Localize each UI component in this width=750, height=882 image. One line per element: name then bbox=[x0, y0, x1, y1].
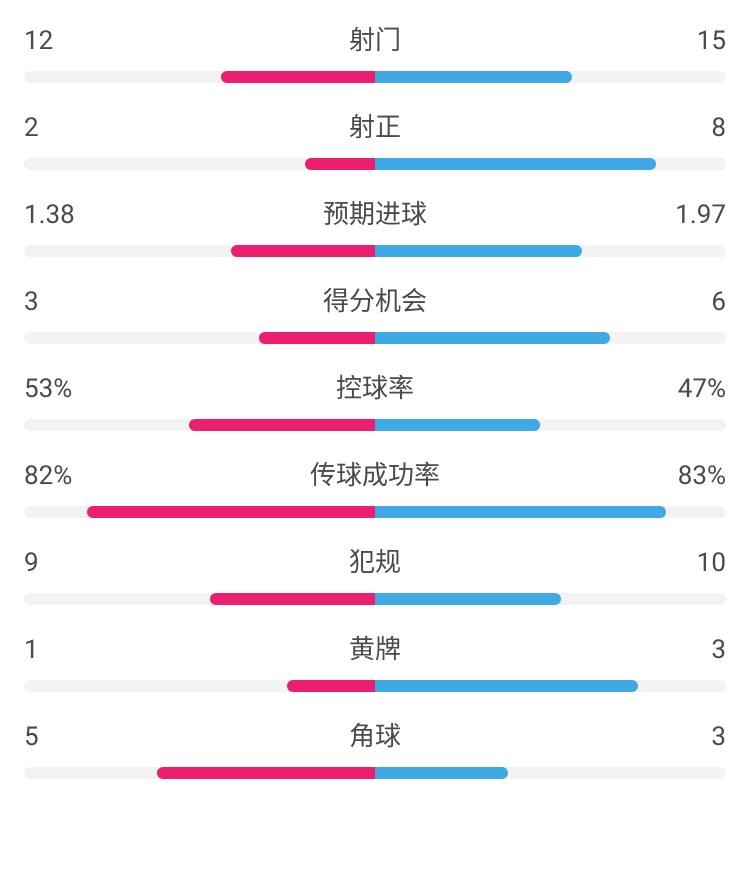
stat-right-value: 6 bbox=[646, 287, 726, 317]
stat-label: 黄牌 bbox=[104, 629, 646, 666]
stat-bar-right-fill bbox=[375, 593, 561, 605]
stat-row: 5角球3 bbox=[24, 716, 726, 779]
stat-left-value: 53% bbox=[24, 374, 104, 404]
stat-labels: 3得分机会6 bbox=[24, 281, 726, 318]
stat-bar bbox=[24, 506, 726, 518]
stat-bar-left-fill bbox=[259, 332, 375, 344]
stat-bar-left-fill bbox=[305, 158, 375, 170]
stat-labels: 82%传球成功率83% bbox=[24, 455, 726, 492]
stat-label: 控球率 bbox=[104, 368, 646, 405]
stat-right-value: 3 bbox=[646, 722, 726, 752]
stat-bar-left-fill bbox=[287, 680, 375, 692]
stat-bar bbox=[24, 245, 726, 257]
stat-bar-right-fill bbox=[375, 680, 638, 692]
stat-bar-left-fill bbox=[221, 71, 375, 83]
stat-label: 得分机会 bbox=[104, 281, 646, 318]
stat-bar bbox=[24, 158, 726, 170]
stat-right-value: 15 bbox=[646, 26, 726, 56]
stat-labels: 1.38预期进球1.97 bbox=[24, 194, 726, 231]
stat-row: 9犯规10 bbox=[24, 542, 726, 605]
match-stats-list: 12射门152射正81.38预期进球1.973得分机会653%控球率47%82%… bbox=[24, 20, 726, 779]
stat-row: 12射门15 bbox=[24, 20, 726, 83]
stat-bar-right-fill bbox=[375, 158, 656, 170]
stat-row: 82%传球成功率83% bbox=[24, 455, 726, 518]
stat-right-value: 1.97 bbox=[646, 200, 726, 230]
stat-bar-right-fill bbox=[375, 71, 572, 83]
stat-labels: 53%控球率47% bbox=[24, 368, 726, 405]
stat-bar-right-fill bbox=[375, 245, 582, 257]
stat-bar bbox=[24, 680, 726, 692]
stat-label: 传球成功率 bbox=[104, 455, 646, 492]
stat-bar bbox=[24, 593, 726, 605]
stat-left-value: 5 bbox=[24, 722, 104, 752]
stat-bar bbox=[24, 419, 726, 431]
stat-right-value: 47% bbox=[646, 374, 726, 404]
stat-labels: 9犯规10 bbox=[24, 542, 726, 579]
stat-right-value: 83% bbox=[646, 461, 726, 491]
stat-label: 角球 bbox=[104, 716, 646, 753]
stat-labels: 5角球3 bbox=[24, 716, 726, 753]
stat-labels: 12射门15 bbox=[24, 20, 726, 57]
stat-bar bbox=[24, 71, 726, 83]
stat-bar-right-fill bbox=[375, 419, 540, 431]
stat-right-value: 8 bbox=[646, 113, 726, 143]
stat-left-value: 82% bbox=[24, 461, 104, 491]
stat-labels: 2射正8 bbox=[24, 107, 726, 144]
stat-left-value: 1.38 bbox=[24, 200, 104, 230]
stat-left-value: 2 bbox=[24, 113, 104, 143]
stat-bar-right-fill bbox=[375, 506, 666, 518]
stat-bar-left-fill bbox=[157, 767, 375, 779]
stat-bar-left-fill bbox=[87, 506, 375, 518]
stat-label: 犯规 bbox=[104, 542, 646, 579]
stat-row: 1.38预期进球1.97 bbox=[24, 194, 726, 257]
stat-bar-left-fill bbox=[210, 593, 375, 605]
stat-row: 1黄牌3 bbox=[24, 629, 726, 692]
stat-label: 射正 bbox=[104, 107, 646, 144]
stat-left-value: 3 bbox=[24, 287, 104, 317]
stat-left-value: 12 bbox=[24, 26, 104, 56]
stat-bar bbox=[24, 767, 726, 779]
stat-label: 射门 bbox=[104, 20, 646, 57]
stat-bar-right-fill bbox=[375, 767, 508, 779]
stat-right-value: 10 bbox=[646, 548, 726, 578]
stat-bar-left-fill bbox=[189, 419, 375, 431]
stat-bar bbox=[24, 332, 726, 344]
stat-labels: 1黄牌3 bbox=[24, 629, 726, 666]
stat-right-value: 3 bbox=[646, 635, 726, 665]
stat-row: 53%控球率47% bbox=[24, 368, 726, 431]
stat-label: 预期进球 bbox=[104, 194, 646, 231]
stat-row: 3得分机会6 bbox=[24, 281, 726, 344]
stat-left-value: 9 bbox=[24, 548, 104, 578]
stat-row: 2射正8 bbox=[24, 107, 726, 170]
stat-bar-right-fill bbox=[375, 332, 610, 344]
stat-bar-left-fill bbox=[231, 245, 375, 257]
stat-left-value: 1 bbox=[24, 635, 104, 665]
